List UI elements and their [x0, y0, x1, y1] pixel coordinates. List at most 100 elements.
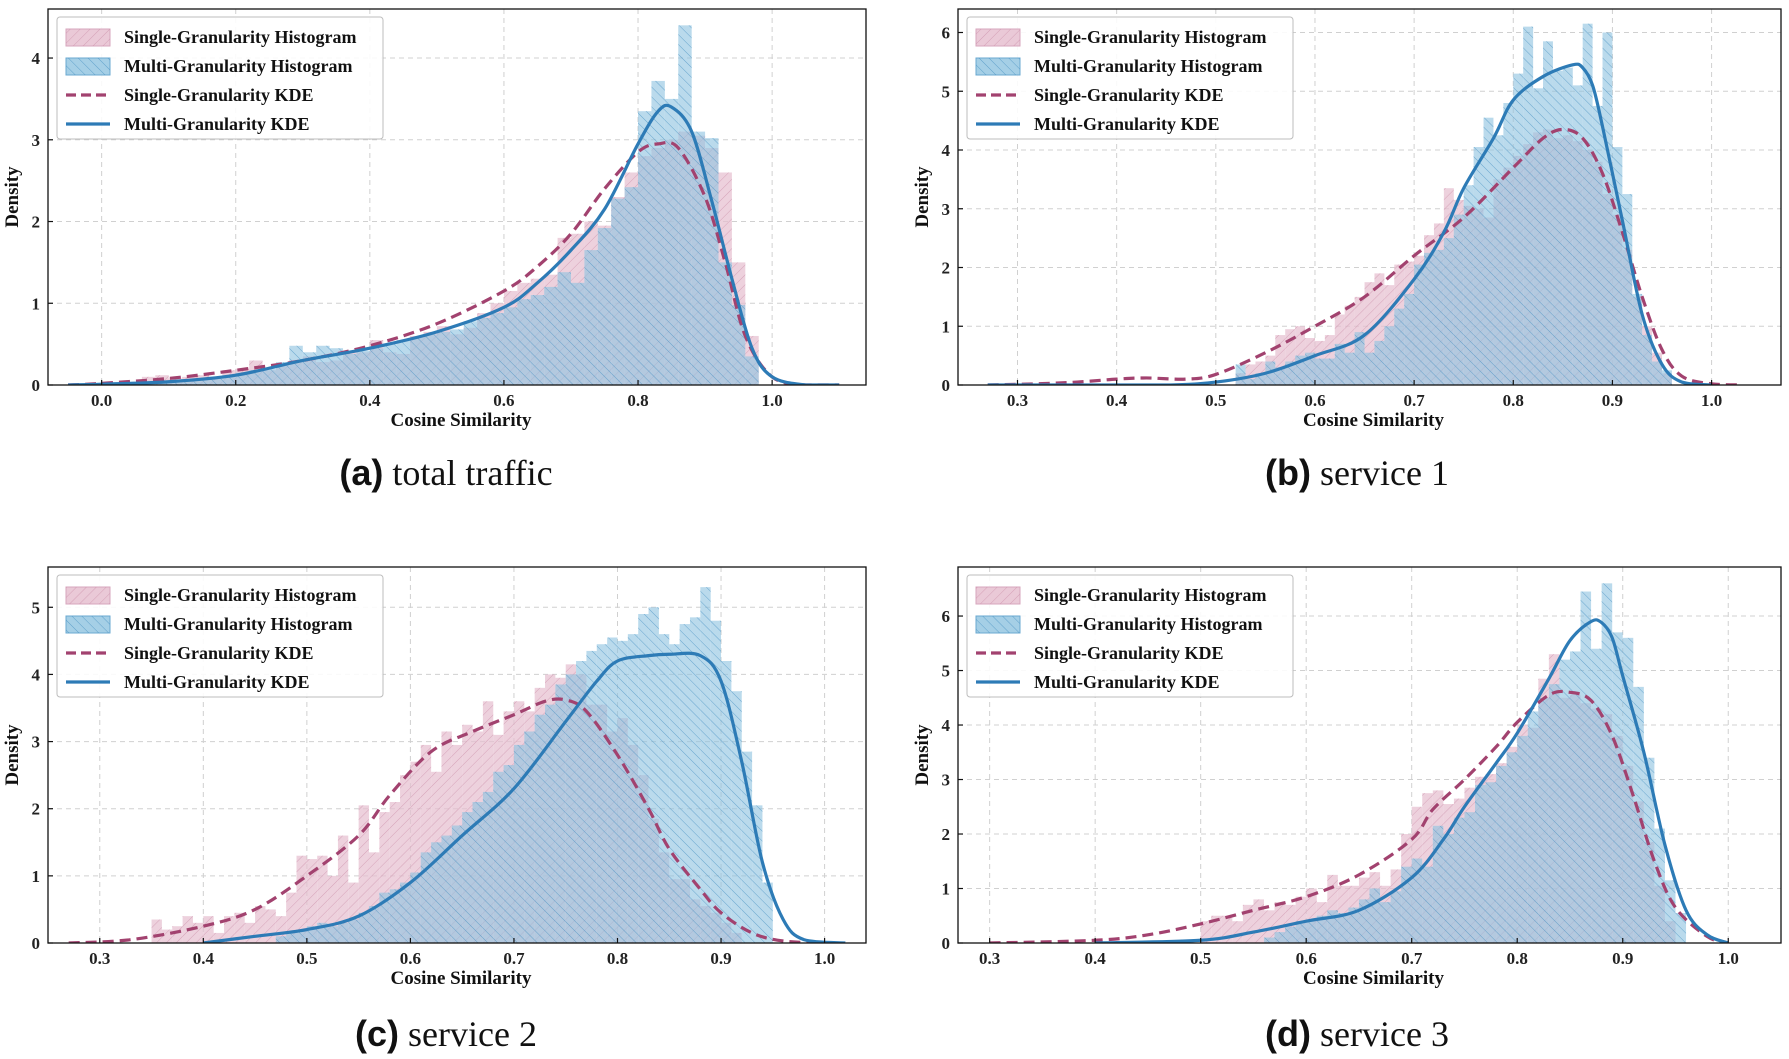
histogram-bar-hatch	[607, 637, 618, 943]
histogram-bar-hatch	[493, 771, 504, 943]
caption-text: service 2	[408, 1014, 537, 1054]
histogram-bar-hatch	[1255, 373, 1266, 385]
histogram-bar-hatch	[141, 376, 156, 385]
histogram-bar-hatch	[534, 714, 546, 943]
histogram-bar-hatch	[555, 684, 566, 943]
histogram-bar-hatch	[182, 380, 196, 385]
histogram-bar-hatch	[1642, 335, 1653, 385]
legend-entry: Single-Granularity Histogram	[124, 585, 357, 605]
histogram-bar-hatch	[1612, 632, 1623, 943]
caption-tag: (d)	[1265, 1013, 1311, 1054]
histogram-bar-hatch	[710, 620, 722, 943]
histogram-bar-hatch	[1285, 361, 1296, 385]
histogram-bar-hatch	[441, 835, 452, 943]
caption-space	[1311, 453, 1320, 493]
histogram-bar-hatch	[192, 922, 204, 943]
x-tick-label: 1.0	[1718, 949, 1739, 968]
chart-panel-2: 0.3 0.4 0.5 0.6 0.7 0.8 0.9 1.0 0 1 2 3 4 5 6 Cosine Si…	[912, 8, 1782, 493]
histogram-bar-hatch	[1463, 185, 1474, 385]
x-tick-label: 0.8	[607, 949, 628, 968]
x-tick-label: 0.6	[1296, 949, 1317, 968]
histogram-bar-hatch	[431, 842, 442, 943]
histogram-bar-hatch	[524, 731, 535, 943]
histogram-bar-hatch	[1506, 752, 1518, 943]
legend-swatch-hatch	[66, 29, 110, 46]
x-tick-label: 0.3	[89, 949, 110, 968]
chart-panel-4: 0.3 0.4 0.5 0.6 0.7 0.8 0.9 1.0 0 1 2 3 4 5 6 Cosine Si…	[912, 566, 1782, 1054]
histogram-bar-hatch	[1503, 103, 1514, 385]
histogram-bar-hatch	[1384, 326, 1395, 385]
y-tick-label: 5	[32, 598, 41, 617]
histogram-bar-hatch	[1580, 591, 1592, 943]
histogram-bar-hatch	[1652, 361, 1663, 385]
histogram-bar-hatch	[383, 344, 397, 385]
histogram-bar-hatch	[1263, 937, 1275, 943]
y-tick-label: 4	[942, 141, 951, 160]
histogram-bar-hatch	[275, 362, 290, 385]
y-tick-label: 0	[32, 376, 41, 395]
caption-space	[383, 453, 392, 493]
y-tick-label: 1	[32, 294, 41, 313]
histogram-bar-hatch	[1453, 817, 1465, 943]
histogram-bar-hatch	[317, 922, 328, 943]
legend-box	[56, 16, 384, 140]
caption-text: service 3	[1320, 1014, 1449, 1054]
histogram-bar-hatch	[369, 348, 384, 385]
histogram-bar-hatch	[222, 375, 236, 385]
y-tick-label: 3	[942, 771, 951, 790]
legend-swatch-hatch	[66, 616, 110, 633]
histogram-bar-hatch	[1374, 273, 1385, 385]
histogram-bar-hatch	[1374, 340, 1385, 385]
histogram-bar-hatch	[348, 882, 359, 943]
panel-caption: (d) service 3	[1265, 1013, 1449, 1054]
histogram-bar-hatch	[410, 872, 421, 943]
histogram-bar-hatch	[517, 299, 531, 385]
histogram-bar-hatch	[1424, 252, 1434, 385]
histogram-bar-hatch	[224, 916, 235, 943]
histogram-bar-hatch	[436, 331, 451, 385]
histogram-bar-hatch	[168, 380, 183, 385]
histogram-bar-hatch	[410, 761, 421, 943]
y-axis-label: Density	[2, 724, 23, 786]
histogram-bar-hatch	[1316, 915, 1328, 943]
multi-kde-line	[203, 651, 846, 943]
histogram-bar-hatch	[1327, 874, 1338, 943]
histogram-bar-hatch	[545, 704, 556, 943]
histogram-bar-hatch	[316, 345, 330, 385]
histogram-bar-hatch	[584, 250, 598, 385]
histogram-bar-hatch	[389, 889, 401, 943]
x-tick-label: 0.3	[979, 949, 1000, 968]
histogram-bar-hatch	[1200, 921, 1212, 943]
histogram-bar-hatch	[1443, 834, 1454, 943]
histogram-bar-hatch	[420, 744, 432, 943]
histogram-bar-hatch	[1602, 32, 1613, 385]
histogram-bar-hatch	[700, 587, 711, 943]
plot-frame	[957, 8, 1782, 386]
histogram-bar-hatch	[161, 929, 173, 943]
histogram-bar-hatch	[1334, 343, 1345, 385]
y-axis-label: Density	[2, 166, 23, 228]
multi-histogram	[141, 25, 759, 385]
histogram-bar-hatch	[1559, 659, 1570, 943]
histogram-bar-hatch	[1517, 735, 1528, 943]
histogram-bar-hatch	[1675, 913, 1687, 943]
histogram-bar-hatch	[1380, 902, 1391, 943]
y-tick-label: 5	[942, 82, 951, 101]
histogram-bar-hatch	[1305, 352, 1315, 385]
plot-frame	[957, 566, 1782, 944]
legend: Single-Granularity Histogram Multi-Granul…	[966, 574, 1294, 698]
histogram-bar-hatch	[1364, 282, 1375, 385]
y-tick-label: 4	[32, 49, 41, 68]
multi-kde-line	[68, 103, 840, 385]
histogram-bar-hatch	[1622, 194, 1633, 385]
histogram-bar-hatch	[472, 802, 483, 943]
x-tick-label: 0.4	[1085, 949, 1107, 968]
histogram-bar-hatch	[638, 614, 649, 943]
histogram-bar-hatch	[1622, 637, 1634, 943]
y-tick-label: 3	[942, 200, 951, 219]
histogram-bar-hatch	[557, 272, 571, 385]
histogram-bar-hatch	[275, 936, 287, 943]
histogram-bar-hatch	[762, 882, 773, 943]
histogram-bar-hatch	[262, 368, 276, 385]
histogram-bar-hatch	[624, 187, 639, 385]
